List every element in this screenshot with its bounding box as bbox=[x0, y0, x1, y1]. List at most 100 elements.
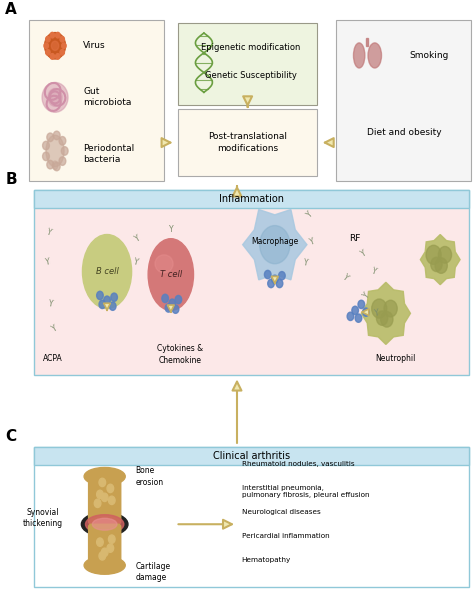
Circle shape bbox=[45, 32, 65, 59]
Circle shape bbox=[50, 32, 55, 38]
FancyBboxPatch shape bbox=[365, 38, 368, 46]
Ellipse shape bbox=[84, 557, 125, 574]
FancyBboxPatch shape bbox=[89, 473, 121, 524]
Circle shape bbox=[62, 43, 66, 49]
Circle shape bbox=[61, 147, 68, 155]
Ellipse shape bbox=[85, 515, 124, 534]
Ellipse shape bbox=[52, 161, 58, 169]
Text: A: A bbox=[5, 2, 17, 17]
Circle shape bbox=[162, 294, 168, 303]
Circle shape bbox=[381, 312, 393, 327]
Circle shape bbox=[268, 280, 274, 287]
Circle shape bbox=[431, 257, 442, 272]
Text: Y: Y bbox=[341, 273, 350, 283]
Circle shape bbox=[55, 54, 60, 59]
Circle shape bbox=[55, 32, 60, 38]
Text: T cell: T cell bbox=[160, 270, 182, 279]
Polygon shape bbox=[361, 283, 410, 345]
Circle shape bbox=[53, 162, 60, 171]
Circle shape bbox=[97, 490, 103, 499]
Text: Interstitial pneumonia,
pulmonary fibrosis, pleural effusion: Interstitial pneumonia, pulmonary fibros… bbox=[242, 485, 369, 498]
Circle shape bbox=[44, 43, 48, 49]
Circle shape bbox=[111, 293, 118, 301]
Circle shape bbox=[109, 535, 115, 543]
Text: Y: Y bbox=[374, 309, 380, 318]
Circle shape bbox=[276, 280, 283, 287]
Circle shape bbox=[43, 152, 49, 161]
Ellipse shape bbox=[48, 88, 62, 107]
Ellipse shape bbox=[84, 468, 125, 485]
Circle shape bbox=[376, 311, 388, 325]
Circle shape bbox=[435, 258, 447, 273]
Ellipse shape bbox=[155, 255, 173, 273]
Text: Epigenetic modification: Epigenetic modification bbox=[201, 43, 301, 52]
Circle shape bbox=[358, 300, 365, 309]
Text: Y: Y bbox=[51, 323, 59, 333]
FancyBboxPatch shape bbox=[34, 190, 469, 208]
Circle shape bbox=[53, 131, 60, 139]
Ellipse shape bbox=[92, 518, 117, 530]
Text: ACPA: ACPA bbox=[43, 354, 63, 363]
FancyBboxPatch shape bbox=[89, 524, 121, 568]
Circle shape bbox=[46, 37, 50, 42]
Ellipse shape bbox=[354, 43, 365, 68]
Text: Y: Y bbox=[309, 237, 316, 247]
Text: Y: Y bbox=[47, 300, 54, 309]
Circle shape bbox=[363, 308, 369, 316]
Ellipse shape bbox=[46, 135, 64, 167]
Text: RF: RF bbox=[349, 234, 361, 243]
Text: Hematopathy: Hematopathy bbox=[242, 557, 291, 563]
Circle shape bbox=[175, 295, 182, 304]
Text: Clinical arthritis: Clinical arthritis bbox=[213, 451, 290, 461]
Circle shape bbox=[355, 314, 362, 322]
Text: Y: Y bbox=[45, 258, 51, 267]
Circle shape bbox=[169, 299, 175, 308]
Text: Y: Y bbox=[305, 210, 315, 220]
Circle shape bbox=[94, 499, 101, 507]
Text: Genetic Susceptibility: Genetic Susceptibility bbox=[205, 71, 297, 80]
Circle shape bbox=[97, 291, 103, 300]
Ellipse shape bbox=[368, 43, 382, 68]
FancyBboxPatch shape bbox=[178, 109, 318, 177]
Text: B: B bbox=[5, 172, 17, 187]
Ellipse shape bbox=[148, 239, 193, 311]
Text: Synovial
thickening: Synovial thickening bbox=[23, 509, 64, 529]
Circle shape bbox=[104, 296, 110, 304]
FancyBboxPatch shape bbox=[34, 447, 469, 465]
Polygon shape bbox=[420, 234, 460, 284]
Text: Cytokines &
Chemokine: Cytokines & Chemokine bbox=[157, 345, 203, 365]
Text: Y: Y bbox=[359, 248, 368, 259]
Text: Periodontal
bacteria: Periodontal bacteria bbox=[83, 144, 135, 164]
Text: Y: Y bbox=[302, 258, 309, 267]
Circle shape bbox=[172, 305, 179, 314]
FancyBboxPatch shape bbox=[34, 190, 469, 375]
FancyBboxPatch shape bbox=[34, 447, 469, 588]
Circle shape bbox=[426, 245, 441, 264]
Ellipse shape bbox=[42, 82, 68, 112]
Text: Bone
erosion: Bone erosion bbox=[136, 466, 164, 487]
Text: Diet and obesity: Diet and obesity bbox=[367, 128, 442, 138]
Circle shape bbox=[47, 133, 54, 142]
Text: Y: Y bbox=[370, 267, 378, 276]
Circle shape bbox=[51, 41, 59, 51]
Circle shape bbox=[47, 160, 54, 169]
FancyBboxPatch shape bbox=[178, 23, 318, 105]
Text: Rheumatoid nodules, vasculitis: Rheumatoid nodules, vasculitis bbox=[242, 461, 355, 467]
Text: Pericardial inflammation: Pericardial inflammation bbox=[242, 533, 329, 538]
Text: Gut
microbiota: Gut microbiota bbox=[83, 87, 132, 107]
Circle shape bbox=[59, 157, 66, 166]
Text: Y: Y bbox=[45, 228, 53, 238]
Circle shape bbox=[107, 484, 114, 493]
Ellipse shape bbox=[82, 234, 132, 309]
Circle shape bbox=[272, 275, 278, 284]
Text: Neurological diseases: Neurological diseases bbox=[242, 509, 320, 515]
Circle shape bbox=[99, 552, 106, 560]
Circle shape bbox=[384, 300, 397, 317]
Circle shape bbox=[347, 312, 354, 320]
Circle shape bbox=[107, 544, 114, 552]
Circle shape bbox=[352, 306, 358, 315]
Circle shape bbox=[101, 548, 108, 557]
FancyBboxPatch shape bbox=[29, 20, 164, 181]
Circle shape bbox=[109, 302, 116, 311]
Circle shape bbox=[99, 300, 106, 309]
